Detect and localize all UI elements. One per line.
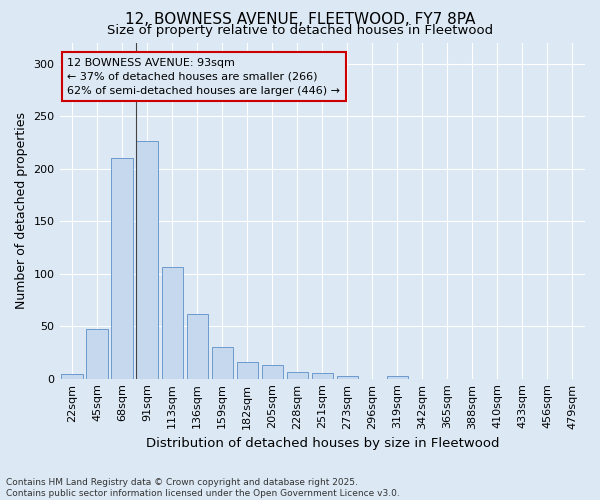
Bar xyxy=(262,365,283,378)
Text: Size of property relative to detached houses in Fleetwood: Size of property relative to detached ho… xyxy=(107,24,493,37)
Bar xyxy=(212,347,233,378)
Text: Contains HM Land Registry data © Crown copyright and database right 2025.
Contai: Contains HM Land Registry data © Crown c… xyxy=(6,478,400,498)
Bar xyxy=(337,376,358,378)
X-axis label: Distribution of detached houses by size in Fleetwood: Distribution of detached houses by size … xyxy=(146,437,499,450)
Text: 12 BOWNESS AVENUE: 93sqm
← 37% of detached houses are smaller (266)
62% of semi-: 12 BOWNESS AVENUE: 93sqm ← 37% of detach… xyxy=(67,58,340,96)
Bar xyxy=(136,142,158,378)
Bar xyxy=(311,374,333,378)
Bar xyxy=(387,376,408,378)
Bar xyxy=(236,362,258,378)
Bar xyxy=(86,330,108,378)
Bar xyxy=(187,314,208,378)
Bar xyxy=(61,374,83,378)
Bar xyxy=(161,268,183,378)
Y-axis label: Number of detached properties: Number of detached properties xyxy=(15,112,28,309)
Text: 12, BOWNESS AVENUE, FLEETWOOD, FY7 8PA: 12, BOWNESS AVENUE, FLEETWOOD, FY7 8PA xyxy=(125,12,475,28)
Bar xyxy=(112,158,133,378)
Bar xyxy=(287,372,308,378)
